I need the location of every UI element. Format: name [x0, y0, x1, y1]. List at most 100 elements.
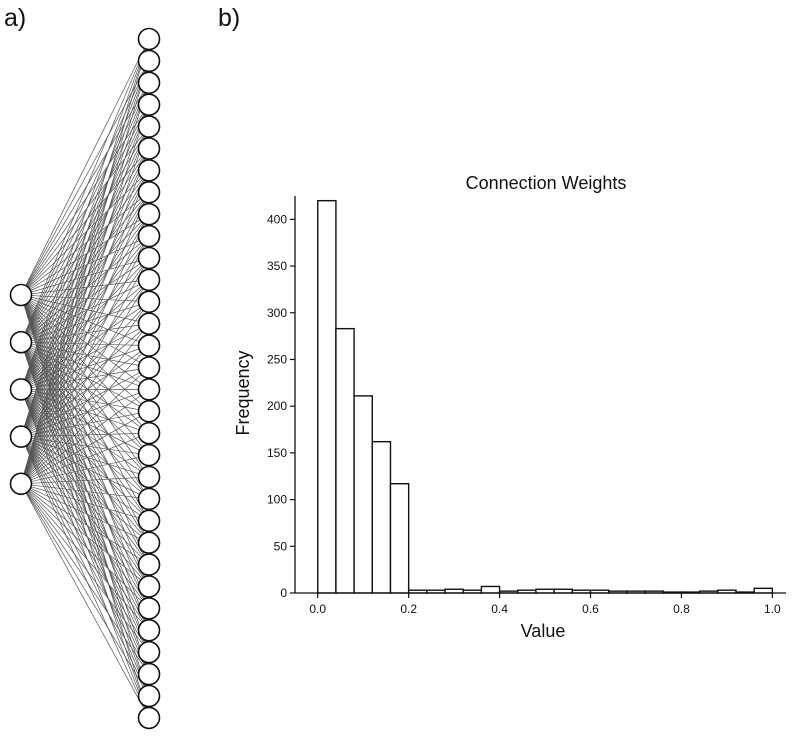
connection-edge	[20, 454, 150, 485]
output-node	[137, 137, 161, 160]
connection-edge	[20, 257, 150, 296]
connection-edge	[20, 436, 150, 478]
connection-edge	[20, 483, 150, 609]
output-node	[137, 443, 161, 467]
connection-edge	[20, 60, 150, 343]
connection-edge	[20, 60, 150, 484]
y-tick-label: 400	[267, 212, 287, 226]
connection-edge	[20, 148, 150, 437]
connection-edge	[20, 389, 150, 675]
connection-edge	[20, 294, 150, 390]
connection-edge	[20, 389, 150, 500]
connection-edge	[20, 235, 150, 484]
connection-edge	[20, 341, 150, 368]
connection-edge	[20, 38, 150, 343]
output-node	[137, 181, 161, 204]
connection-edge	[20, 192, 150, 343]
output-node	[137, 49, 161, 73]
connection-edge	[20, 294, 150, 631]
connection-edge	[20, 38, 150, 296]
connection-edge	[20, 192, 150, 390]
output-node	[137, 378, 161, 401]
connection-edge	[20, 483, 150, 631]
output-node	[137, 684, 161, 708]
connection-edge	[20, 389, 150, 478]
panel-b-label: b)	[218, 4, 240, 32]
network-edges	[20, 38, 150, 719]
connection-edge	[20, 294, 150, 521]
connection-edge	[20, 192, 150, 484]
histogram-bar	[371, 440, 392, 594]
connection-edge	[20, 279, 150, 484]
connection-edge	[20, 82, 150, 437]
connection-edge	[20, 294, 150, 565]
connection-edge	[20, 294, 150, 325]
connection-edge	[20, 82, 150, 343]
connection-edge	[20, 483, 150, 653]
connection-edge	[20, 342, 150, 675]
histogram-bar	[480, 585, 501, 594]
connection-edge	[20, 389, 150, 543]
output-node	[137, 487, 161, 511]
connection-edge	[20, 126, 150, 343]
connection-edge	[20, 192, 150, 437]
connection-edge	[20, 294, 150, 675]
chart-title: Connection Weights	[466, 173, 627, 193]
y-tick-label: 0	[280, 586, 287, 600]
input-node	[9, 330, 33, 354]
connection-edge	[20, 341, 150, 412]
connection-edge	[20, 367, 150, 485]
output-node	[137, 246, 161, 270]
connection-edge	[20, 235, 150, 437]
output-node	[137, 618, 161, 642]
connection-edge	[20, 82, 150, 296]
connection-edge	[20, 301, 150, 485]
y-tick-label: 150	[267, 446, 287, 460]
output-node	[137, 531, 161, 555]
connection-edge	[20, 389, 150, 485]
connection-edge	[20, 294, 150, 434]
histogram-chart: Connection Weights 0 50 100 150 200 250 300 350…	[233, 173, 786, 641]
connection-edge	[20, 389, 150, 522]
connection-edge	[20, 389, 150, 719]
output-node	[137, 115, 161, 138]
connection-edge	[20, 60, 150, 296]
output-node	[137, 597, 161, 620]
connection-edge	[20, 257, 150, 437]
output-node	[137, 268, 161, 292]
output-node	[137, 553, 161, 576]
x-axis-label: Value	[521, 621, 566, 641]
histogram-bar	[389, 483, 410, 594]
connection-edge	[20, 294, 150, 609]
network-diagram	[9, 27, 161, 730]
y-tick-label: 350	[267, 259, 287, 273]
connection-edge	[20, 436, 150, 565]
x-tick-label: 0.2	[400, 602, 417, 616]
connection-edge	[20, 389, 150, 456]
output-node	[137, 290, 161, 314]
connection-edge	[20, 104, 150, 437]
connection-edge	[20, 294, 150, 346]
connection-edge	[20, 389, 150, 412]
connection-edge	[20, 436, 150, 500]
connection-edge	[20, 257, 150, 390]
output-node	[137, 312, 161, 336]
connection-edge	[20, 170, 150, 343]
connection-edge	[20, 483, 150, 522]
y-axis-label: Frequency	[233, 350, 253, 435]
output-node	[137, 465, 161, 489]
output-node	[137, 509, 161, 533]
connection-edge	[20, 436, 150, 719]
connection-edge	[20, 410, 150, 485]
histogram-bars	[317, 199, 774, 594]
network-nodes	[9, 27, 161, 730]
connection-edge	[20, 389, 150, 697]
connection-edge	[20, 483, 150, 675]
connection-edge	[20, 432, 150, 485]
connection-edge	[20, 436, 150, 456]
connection-edge	[20, 342, 150, 653]
input-node	[9, 472, 33, 496]
x-tick-label: 0.8	[673, 602, 690, 616]
y-axis-ticks: 0 50 100 150 200 250 300 350 400	[267, 212, 295, 600]
